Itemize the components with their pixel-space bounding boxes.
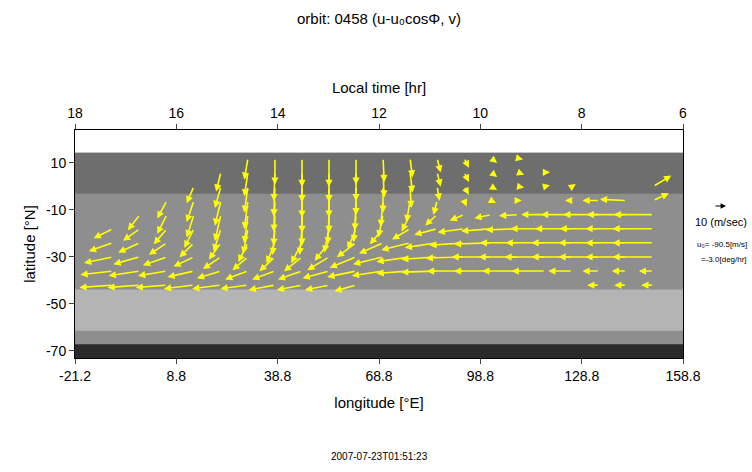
svg-text:10: 10 (473, 105, 489, 121)
svg-text:18: 18 (67, 105, 83, 121)
svg-text:2007-07-23T01:51:23: 2007-07-23T01:51:23 (331, 451, 428, 462)
svg-text:-50: -50 (46, 296, 66, 312)
svg-text:=-3.0[deg/hr]: =-3.0[deg/hr] (701, 255, 747, 264)
svg-text:128.8: 128.8 (564, 368, 599, 384)
svg-text:10 (m/sec): 10 (m/sec) (695, 216, 747, 228)
svg-text:14: 14 (270, 105, 286, 121)
svg-text:Local time [hr]: Local time [hr] (332, 79, 426, 96)
svg-text:38.8: 38.8 (264, 368, 291, 384)
svg-text:-70: -70 (46, 343, 66, 359)
svg-text:-30: -30 (46, 249, 66, 265)
svg-text:8: 8 (578, 105, 586, 121)
svg-text:158.8: 158.8 (665, 368, 700, 384)
svg-text:98.8: 98.8 (467, 368, 494, 384)
svg-text:-10: -10 (46, 202, 66, 218)
svg-text:12: 12 (371, 105, 387, 121)
svg-text:6: 6 (679, 105, 687, 121)
svg-text:longitude [°E]: longitude [°E] (334, 394, 423, 411)
svg-text:10: 10 (51, 155, 67, 171)
svg-text:-21.2: -21.2 (59, 368, 91, 384)
svg-text:u₀= -90.5[m/s]: u₀= -90.5[m/s] (697, 240, 747, 249)
svg-text:8.8: 8.8 (167, 368, 187, 384)
svg-text:68.8: 68.8 (365, 368, 392, 384)
svg-text:latitude [°N]: latitude [°N] (21, 205, 38, 283)
svg-text:orbit: 0458 (u-u₀cosΦ, v): orbit: 0458 (u-u₀cosΦ, v) (297, 10, 461, 27)
svg-text:16: 16 (169, 105, 185, 121)
